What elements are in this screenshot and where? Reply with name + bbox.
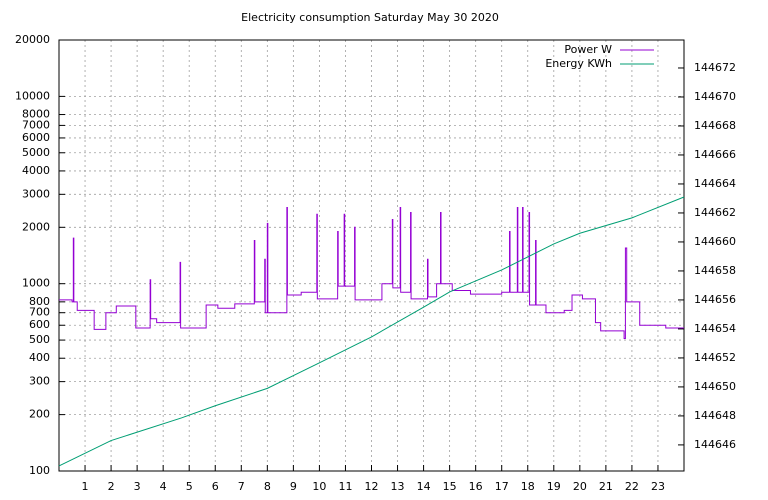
y2-tick-label: 144664 (694, 177, 736, 190)
y2-tick-label: 144652 (694, 351, 736, 364)
y-tick-label: 800 (29, 295, 50, 308)
y-tick-label: 200 (29, 408, 50, 421)
y-tick-label: 20000 (15, 33, 50, 46)
y-tick-label: 3000 (22, 187, 50, 200)
x-tick-label: 6 (212, 480, 219, 493)
y-tick-label: 500 (29, 333, 50, 346)
y2-tick-label: 144650 (694, 380, 736, 393)
y-tick-label: 300 (29, 375, 50, 388)
x-tick-label: 17 (495, 480, 509, 493)
chart-title: Electricity consumption Saturday May 30 … (241, 11, 499, 24)
y-tick-label: 600 (29, 318, 50, 331)
x-tick-label: 23 (651, 480, 665, 493)
y-tick-label: 10000 (15, 89, 50, 102)
y2-tick-label: 144648 (694, 409, 736, 422)
y2-tick-label: 144660 (694, 235, 736, 248)
x-tick-label: 7 (238, 480, 245, 493)
x-tick-label: 9 (290, 480, 297, 493)
x-tick-label: 14 (417, 480, 431, 493)
x-tick-label: 1 (82, 480, 89, 493)
x-tick-label: 20 (573, 480, 587, 493)
x-tick-label: 11 (338, 480, 352, 493)
y2-tick-label: 144670 (694, 90, 736, 103)
x-tick-label: 10 (312, 480, 326, 493)
y-tick-label: 700 (29, 306, 50, 319)
y2-tick-label: 144646 (694, 438, 736, 451)
series-line (58, 196, 685, 467)
x-tick-label: 12 (365, 480, 379, 493)
y2-tick-label: 144662 (694, 206, 736, 219)
legend-label: Power W (564, 43, 612, 56)
x-tick-label: 19 (547, 480, 561, 493)
x-tick-label: 5 (186, 480, 193, 493)
y-tick-label: 6000 (22, 131, 50, 144)
x-tick-label: 13 (391, 480, 405, 493)
series-line (59, 207, 684, 339)
y-tick-label: 5000 (22, 146, 50, 159)
y2-tick-label: 144668 (694, 119, 736, 132)
x-tick-label: 2 (108, 480, 115, 493)
y-tick-label: 400 (29, 351, 50, 364)
y2-tick-label: 144672 (694, 61, 736, 74)
legend-label: Energy KWh (545, 57, 612, 70)
x-tick-label: 18 (521, 480, 535, 493)
y-tick-label: 1000 (22, 277, 50, 290)
plot-border (58, 39, 685, 472)
x-tick-label: 22 (625, 480, 639, 493)
x-tick-label: 21 (599, 480, 613, 493)
x-tick-label: 4 (160, 480, 167, 493)
y-tick-label: 2000 (22, 220, 50, 233)
y2-tick-label: 144658 (694, 264, 736, 277)
y-tick-label: 100 (29, 464, 50, 477)
x-tick-label: 8 (264, 480, 271, 493)
y-tick-label: 7000 (22, 118, 50, 131)
y2-tick-label: 144656 (694, 293, 736, 306)
x-tick-label: 16 (469, 480, 483, 493)
y2-tick-label: 144666 (694, 148, 736, 161)
x-tick-label: 15 (443, 480, 457, 493)
y2-tick-label: 144654 (694, 322, 736, 335)
x-tick-label: 3 (134, 480, 141, 493)
y-tick-label: 8000 (22, 108, 50, 121)
y-tick-label: 4000 (22, 164, 50, 177)
